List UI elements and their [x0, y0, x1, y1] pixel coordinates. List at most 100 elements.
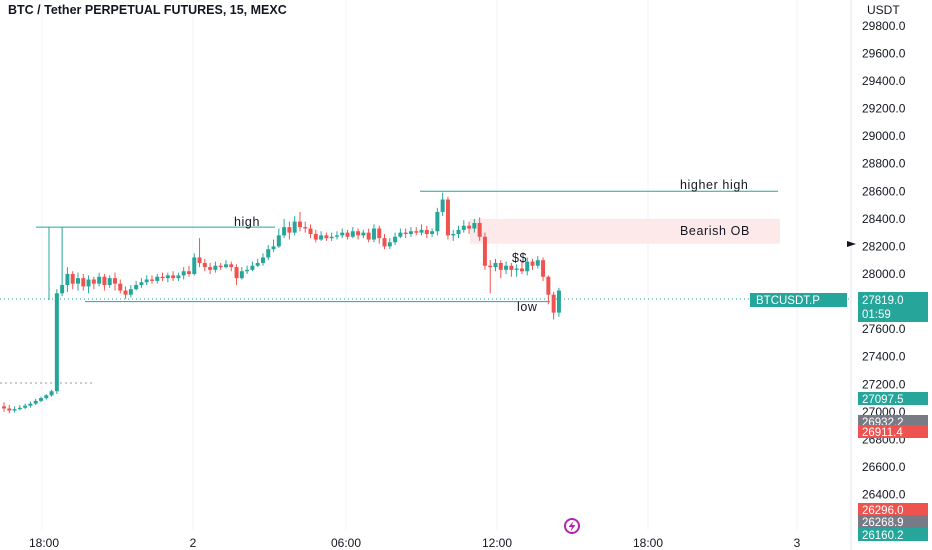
bearish-ob-label: Bearish OB: [680, 224, 750, 238]
y-tick-label: 29400.0: [862, 74, 906, 88]
candle: [229, 261, 234, 272]
candle-body: [107, 278, 112, 286]
candle-body: [292, 221, 297, 233]
candle: [118, 279, 123, 294]
candle: [445, 196, 450, 240]
price-tag-5-text: 26268.9: [862, 517, 904, 529]
y-tick-label: 28000.0: [862, 267, 906, 281]
candle-body: [477, 222, 482, 237]
candle-body: [493, 262, 498, 268]
candle: [356, 228, 361, 240]
candle: [451, 229, 456, 241]
y-tick-label: 26400.0: [862, 488, 906, 502]
lightning-logo-icon[interactable]: [564, 518, 580, 534]
candle-body: [345, 232, 350, 237]
candle: [160, 272, 165, 281]
candle: [498, 260, 503, 279]
symbol-tag: BTCUSDT.P: [750, 293, 847, 307]
candle: [430, 228, 435, 237]
candle-body: [75, 278, 80, 284]
candle: [239, 267, 244, 280]
candle-body: [287, 227, 292, 233]
candle-body: [556, 290, 561, 313]
price-tag-1-text: 27097.5: [862, 394, 904, 406]
candle-body: [186, 271, 191, 274]
candle: [70, 271, 75, 290]
candle: [107, 275, 112, 288]
candle: [519, 261, 524, 274]
candle-body: [2, 406, 6, 409]
candle-body: [197, 257, 202, 263]
candle: [181, 267, 186, 280]
candle-body: [334, 235, 339, 237]
candle: [398, 228, 403, 239]
candle-body: [382, 238, 387, 247]
price-tag-5: 26268.9: [858, 515, 928, 529]
candle: [276, 228, 281, 248]
candle-body: [398, 232, 403, 237]
candle: [334, 231, 339, 240]
candle: [345, 229, 350, 240]
candle-body: [70, 274, 75, 284]
low-label: low: [517, 300, 538, 314]
candle: [324, 232, 329, 241]
candle: [250, 261, 255, 272]
candle-body: [408, 231, 413, 235]
candle: [17, 405, 22, 411]
candle-body: [44, 395, 49, 399]
price-tag-3-text: 26911.4: [862, 427, 903, 439]
candle-body: [530, 261, 535, 266]
candle-body: [102, 276, 107, 286]
candle: [488, 260, 493, 294]
y-tick-label: 26600.0: [862, 460, 906, 474]
candle-body: [60, 285, 65, 294]
candle: [38, 396, 43, 403]
candle-body: [535, 260, 540, 266]
time-axis[interactable]: 18:00 2 06:00 12:00 18:00 3: [29, 536, 801, 550]
candle-body: [350, 231, 355, 237]
candle-body: [340, 232, 345, 236]
candle: [477, 217, 482, 241]
candle-body: [250, 265, 255, 270]
candle: [461, 220, 466, 233]
candle: [176, 272, 181, 281]
candle: [171, 271, 176, 281]
candle-body: [33, 400, 38, 404]
price-tag-3: 26911.4: [858, 425, 928, 439]
candle-body: [208, 267, 213, 270]
candle: [308, 224, 313, 239]
candle-body: [123, 290, 128, 295]
candle-body: [435, 211, 440, 232]
candle-body: [498, 262, 503, 270]
candle-body: [23, 405, 28, 408]
candle-body: [424, 229, 429, 235]
price-tag-1: 27097.5: [858, 392, 928, 406]
candle-body: [371, 228, 376, 240]
price-axis[interactable]: USDT 29800.0 29600.0 29400.0 29200.0 29000.0…: [847, 0, 906, 550]
candle-body: [403, 232, 408, 235]
y-tick-label: 28600.0: [862, 184, 906, 198]
candle: [482, 232, 487, 270]
candle: [60, 227, 65, 297]
price-pointer-icon: [847, 241, 856, 247]
candle: [493, 258, 498, 272]
candle: [424, 225, 429, 239]
candle: [525, 257, 530, 276]
candle-body: [202, 262, 207, 268]
candle-body: [229, 264, 234, 268]
candle-body: [134, 285, 139, 290]
candle-body: [319, 235, 324, 240]
candle: [435, 207, 440, 236]
candle: [155, 274, 160, 284]
candle-body: [445, 199, 450, 236]
candle: [44, 393, 49, 400]
candle-body: [54, 293, 59, 392]
higher-high-label: higher high: [680, 178, 748, 192]
candle-body: [149, 279, 154, 281]
candle-body: [276, 235, 281, 247]
candle: [467, 221, 472, 235]
candle-body: [509, 265, 514, 270]
candle-body: [303, 227, 308, 229]
candle-body: [451, 234, 456, 236]
